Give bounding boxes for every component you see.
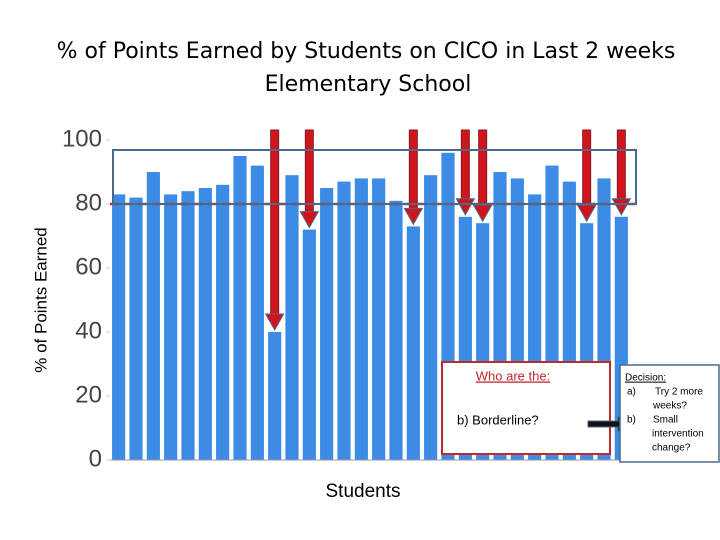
y-tick-label: 100 xyxy=(62,125,102,152)
chart-title: % of Points Earned by Students on CICO i… xyxy=(57,39,676,64)
decision-title: Decision: xyxy=(625,373,666,384)
highlight-box xyxy=(112,149,637,205)
bar xyxy=(424,175,438,460)
alert-arrow-head xyxy=(264,313,285,332)
bar xyxy=(406,226,420,460)
question-item: b) Borderline? xyxy=(457,412,539,427)
decision-text: Small xyxy=(653,415,678,426)
alert-arrow-shaft xyxy=(616,129,626,200)
question-title: Who are the: xyxy=(476,368,550,383)
alert-arrow-shaft xyxy=(304,129,314,213)
y-axis-label: % of Points Earned xyxy=(31,227,50,373)
bar xyxy=(216,184,230,461)
bar xyxy=(302,229,316,460)
bar xyxy=(285,175,299,460)
y-tick-label: 20 xyxy=(75,381,102,408)
bar xyxy=(146,172,160,460)
bar xyxy=(320,188,334,460)
question-box xyxy=(441,361,611,455)
decision-marker: b) xyxy=(627,415,636,426)
alert-arrow-shaft xyxy=(408,129,418,209)
y-tick-label: 40 xyxy=(75,317,102,344)
bar xyxy=(354,178,368,460)
decision-box xyxy=(619,364,720,463)
bar xyxy=(164,194,178,460)
bar xyxy=(233,156,247,460)
y-tick-label: 80 xyxy=(75,189,102,216)
chart-subtitle: Elementary School xyxy=(265,72,472,97)
bar xyxy=(129,197,143,460)
alert-arrow-head xyxy=(403,207,424,226)
alert-arrow-head xyxy=(299,211,320,229)
bar xyxy=(181,191,195,460)
bar xyxy=(372,178,386,460)
bar xyxy=(337,181,351,460)
bar xyxy=(112,194,126,460)
alert-arrow-shaft xyxy=(460,129,470,200)
alert-arrow-shaft xyxy=(478,129,488,206)
bar xyxy=(198,188,212,460)
decision-text: Try 2 more xyxy=(655,387,703,398)
bar xyxy=(389,200,403,461)
x-axis-label: Students xyxy=(326,481,401,502)
decision-text: change? xyxy=(652,443,691,454)
y-tick-label: 60 xyxy=(75,253,102,280)
bar xyxy=(268,332,282,460)
decision-text: intervention xyxy=(652,429,704,440)
decision-marker: a) xyxy=(627,387,636,398)
alert-arrow-shaft xyxy=(582,129,592,206)
decision-text: weeks? xyxy=(652,401,687,412)
y-tick-label: 0 xyxy=(89,445,102,472)
alert-arrow-shaft xyxy=(270,129,280,315)
bar xyxy=(250,165,264,460)
